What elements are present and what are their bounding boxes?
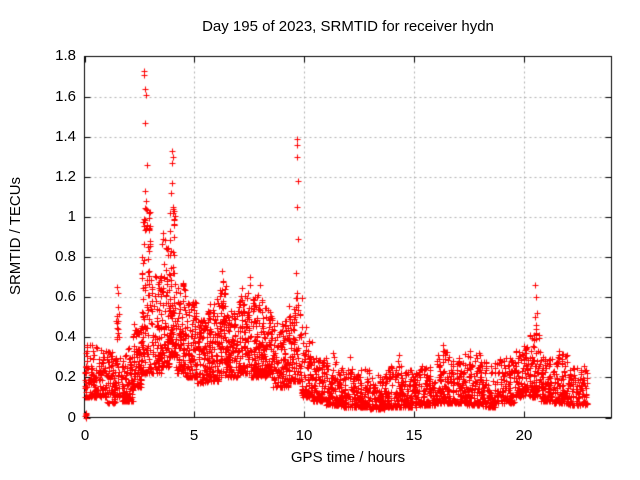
x-tick-label: 20 — [515, 427, 533, 444]
y-tick-label: 0.4 — [55, 328, 76, 345]
y-tick-label: 1.6 — [55, 88, 76, 105]
x-tick-label: 15 — [405, 427, 423, 444]
y-tick-label: 0 — [67, 409, 76, 426]
x-axis-label: GPS time / hours — [290, 449, 406, 466]
chart-title: Day 195 of 2023, SRMTID for receiver hyd… — [202, 18, 494, 35]
y-tick-label: 0.2 — [55, 368, 76, 385]
y-tick-label: 1.2 — [55, 168, 76, 185]
x-tick-label: 0 — [80, 427, 90, 444]
y-tick-label: 1.8 — [55, 47, 76, 64]
y-axis-label: SRMTID / TECUs — [7, 176, 24, 296]
y-tick-label: 0.6 — [55, 288, 76, 305]
x-tick-label: 5 — [189, 427, 199, 444]
y-tick-label: 0.8 — [55, 248, 76, 265]
x-tick-label: 10 — [295, 427, 313, 444]
y-tick-label: 1 — [67, 208, 76, 225]
y-tick-label: 1.4 — [55, 128, 76, 145]
